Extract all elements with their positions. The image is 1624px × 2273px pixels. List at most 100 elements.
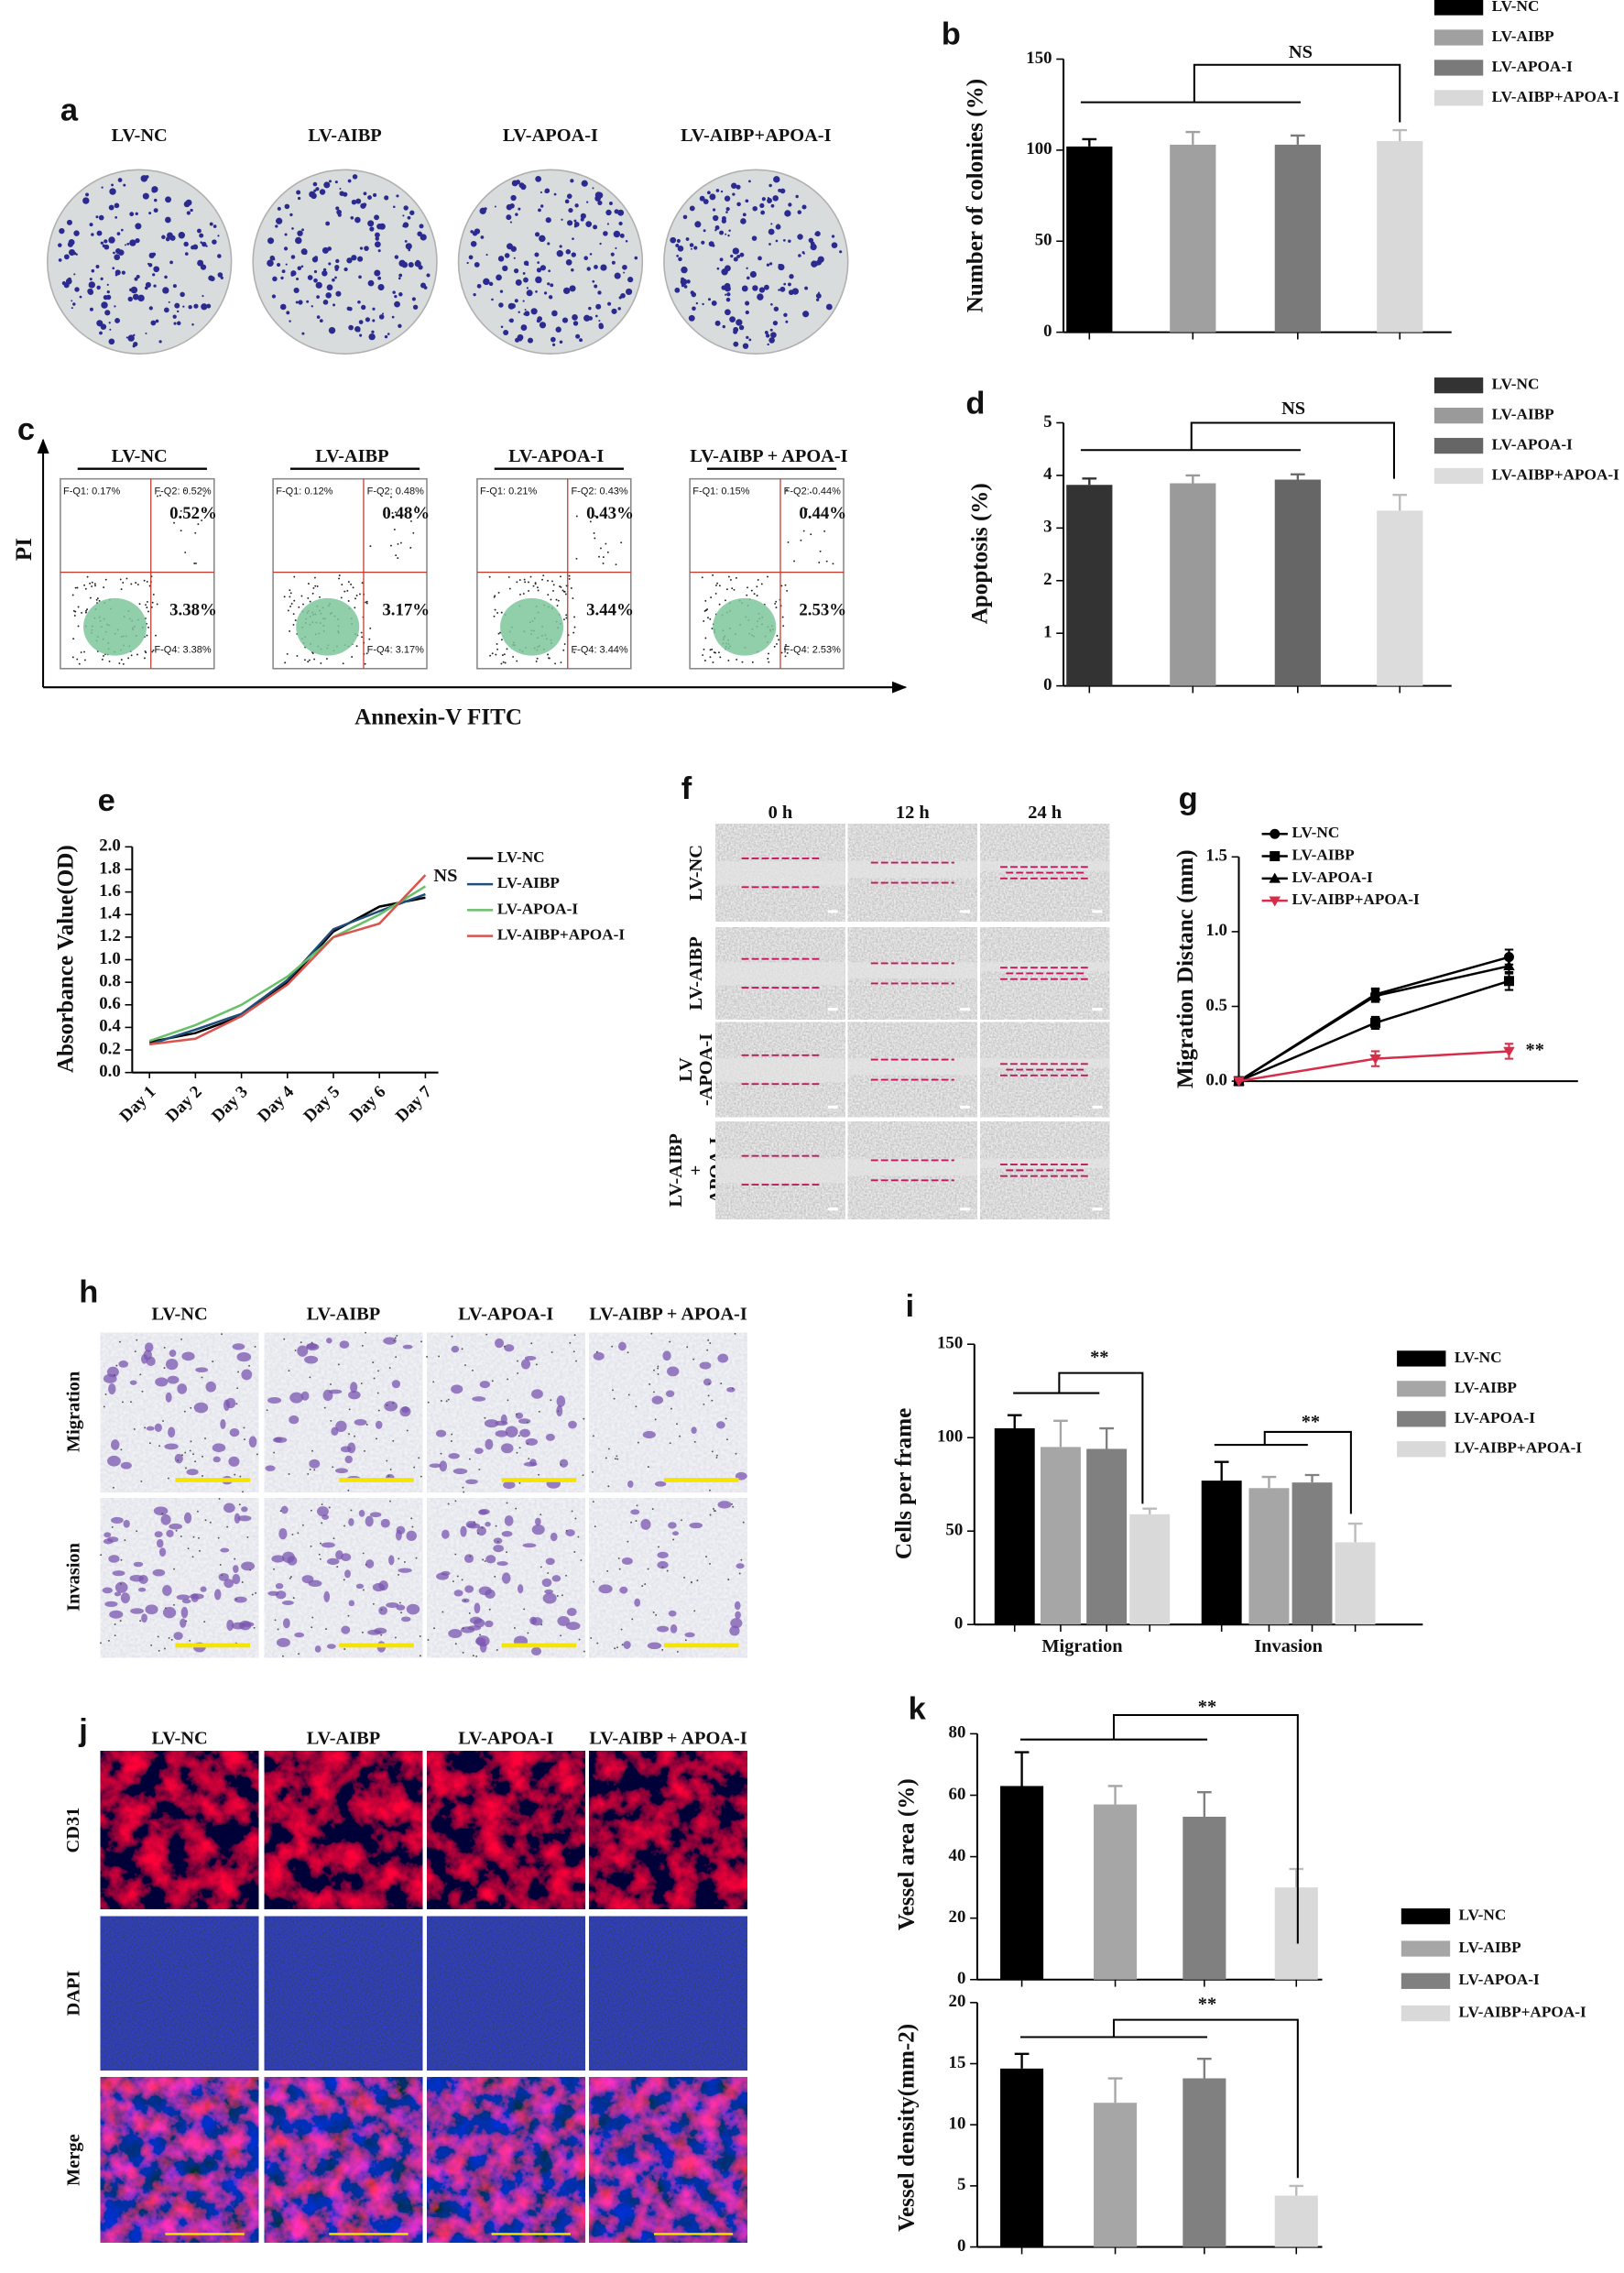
event — [819, 550, 822, 552]
legend-swatch — [1401, 1940, 1451, 1957]
cell — [265, 1465, 276, 1471]
pore — [617, 1557, 620, 1559]
colony — [537, 316, 543, 322]
event — [494, 595, 496, 597]
colony — [183, 201, 191, 208]
cell — [657, 1561, 669, 1569]
colony — [212, 239, 217, 245]
legend-label: LV-APOA-I — [1292, 869, 1373, 886]
panel-label: c — [17, 412, 35, 447]
cell — [314, 1645, 322, 1653]
cell — [517, 1584, 524, 1594]
colony — [775, 239, 779, 243]
pore — [301, 1524, 304, 1526]
cell — [348, 1390, 361, 1400]
colony — [627, 277, 634, 283]
pore — [655, 1613, 658, 1616]
colony — [682, 214, 688, 220]
colony — [768, 228, 775, 235]
colony — [112, 267, 115, 270]
colony — [768, 183, 772, 188]
cell — [484, 1419, 499, 1428]
event — [757, 579, 759, 581]
colony — [693, 246, 698, 250]
cell — [130, 1608, 144, 1614]
micrograph — [980, 824, 1110, 922]
event — [714, 651, 717, 654]
colony — [802, 311, 810, 318]
colony — [352, 174, 358, 180]
colony — [426, 273, 431, 278]
cell — [372, 1582, 386, 1592]
colony — [322, 270, 328, 277]
micrograph — [264, 1916, 423, 2071]
pore — [218, 1498, 221, 1500]
pore — [518, 1481, 521, 1484]
event — [194, 531, 197, 534]
scale-bar — [339, 1643, 414, 1648]
y-tick-label: 0.0 — [1205, 1070, 1227, 1089]
colony — [762, 199, 765, 202]
pore — [219, 1564, 222, 1566]
colony — [375, 232, 380, 238]
pore — [720, 1382, 723, 1385]
colony — [106, 290, 110, 294]
pore — [118, 1340, 121, 1343]
event — [541, 578, 544, 581]
pore — [318, 1553, 321, 1556]
colony — [68, 239, 75, 246]
pore — [742, 1521, 745, 1524]
colony — [184, 252, 189, 256]
cell — [463, 1554, 474, 1564]
colony — [188, 305, 192, 310]
pore — [114, 1634, 116, 1637]
legend-swatch — [1433, 29, 1484, 46]
pore — [657, 1372, 659, 1375]
cell — [485, 1438, 494, 1450]
colony — [722, 324, 725, 329]
colony — [392, 290, 396, 294]
pore — [650, 1332, 653, 1335]
colony — [712, 244, 715, 247]
panel-label: k — [909, 1691, 927, 1726]
colony — [760, 210, 766, 215]
colony — [540, 265, 547, 271]
pore — [310, 1545, 312, 1547]
pore — [192, 1535, 195, 1538]
colony — [468, 255, 474, 260]
event — [415, 506, 418, 508]
colony — [279, 303, 287, 311]
colony — [295, 236, 302, 245]
colony — [368, 333, 376, 341]
colony — [206, 303, 212, 309]
cell — [662, 1350, 671, 1361]
cell — [181, 1599, 191, 1604]
colony — [474, 261, 480, 268]
colony — [130, 286, 138, 294]
colony — [504, 253, 510, 258]
pore — [709, 1342, 712, 1344]
y-tick-label: 5 — [957, 2175, 965, 2194]
pore — [711, 1450, 714, 1453]
colony — [730, 254, 734, 258]
quadrant-label: F-Q1: 0.15% — [692, 486, 749, 497]
colony — [394, 255, 399, 259]
cell — [237, 1515, 252, 1522]
cell — [228, 1456, 240, 1467]
pore — [273, 1451, 276, 1454]
event — [365, 600, 368, 603]
cell — [234, 1596, 247, 1603]
colony — [550, 283, 554, 288]
pore — [726, 1438, 728, 1441]
colony — [99, 331, 103, 335]
y-tick-label: 150 — [1026, 49, 1052, 68]
cell — [448, 1453, 460, 1459]
event — [365, 601, 367, 604]
pore — [115, 1364, 118, 1367]
pore — [641, 1585, 644, 1588]
pore — [441, 1611, 444, 1613]
pore — [343, 1524, 345, 1527]
pore — [547, 1572, 550, 1574]
panel-label: d — [965, 387, 985, 421]
annotation: NS — [1289, 42, 1313, 62]
